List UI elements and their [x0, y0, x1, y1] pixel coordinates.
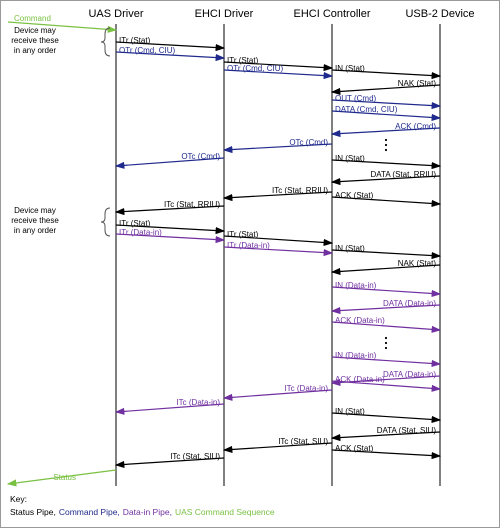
message-label: OUT (Cmd): [335, 94, 377, 103]
message-arrow: [115, 233, 226, 244]
message-arrow: [114, 157, 225, 169]
message-arrow: [331, 99, 442, 110]
message-arrow: [7, 21, 118, 33]
message-arrow: [115, 224, 226, 235]
message-label: DATA (Data-in): [383, 370, 436, 379]
message-arrow: [331, 380, 442, 392]
message-label: ITr (Stat): [227, 56, 259, 65]
message-arrow: [331, 69, 442, 80]
message-arrow: [331, 196, 442, 208]
message-arrow: [330, 264, 441, 276]
message-label: ITr (Data-in): [119, 228, 162, 237]
message-label: IN (Data-in): [335, 351, 377, 360]
message-arrow: [331, 356, 442, 368]
brace: [100, 27, 111, 57]
message-label: IN (Stat): [335, 244, 365, 253]
note-text: Device may: [14, 206, 56, 215]
message-arrow: [331, 449, 442, 460]
message-arrow: [114, 205, 225, 216]
message-label: IN (Stat): [335, 407, 365, 416]
message-label: ITc (Stat, SIU): [170, 452, 220, 461]
lifeline-title: UAS Driver: [88, 8, 143, 20]
continuation-dot: [384, 346, 388, 350]
message-arrow: [223, 246, 334, 257]
message-arrow: [331, 249, 442, 260]
message-label: DATA (Stat, RRIU): [371, 170, 437, 179]
message-label: OTr (Cmd, CIU): [119, 46, 175, 55]
continuation-dot: [384, 148, 388, 152]
continuation-dot: [384, 143, 388, 147]
continuation-dot: [384, 336, 388, 340]
message-label: DATA (Data-in): [383, 299, 436, 308]
message-arrow: [330, 304, 441, 315]
message-label: ITc (Stat, RRIU): [272, 186, 328, 195]
message-label: DATA (Stat, SIU): [377, 426, 437, 435]
message-arrow: [331, 321, 442, 333]
note-text: in any order: [14, 226, 57, 235]
message-label: ACK (Data-in): [335, 375, 385, 384]
message-arrow: [115, 51, 226, 62]
message-arrow: [330, 431, 441, 442]
note-text: in any order: [14, 46, 57, 55]
continuation-dot: [384, 138, 388, 142]
message-arrow: [223, 61, 334, 72]
message-arrow: [223, 69, 334, 80]
message-arrow: [223, 235, 334, 247]
message-arrow: [331, 159, 442, 170]
message-arrow: [330, 175, 441, 186]
key-item: Status Pipe,: [10, 507, 56, 517]
note-text: receive these: [11, 216, 59, 225]
message-label: ITc (Stat, RRIU): [164, 200, 220, 209]
lifeline-title: USB-2 Device: [405, 8, 474, 20]
message-arrow: [330, 127, 441, 138]
lifeline-title: EHCI Controller: [293, 8, 370, 20]
message-arrow: [222, 143, 333, 154]
message-label: IN (Stat): [335, 154, 365, 163]
message-arrow: [114, 403, 225, 415]
message-label: IN (Stat): [335, 64, 365, 73]
brace: [100, 207, 111, 237]
message-arrow: [331, 110, 442, 122]
message-label: Command: [14, 14, 51, 23]
message-label: NAK (Stat): [398, 79, 437, 88]
message-arrow: [222, 442, 333, 454]
message-arrow: [115, 41, 226, 52]
message-arrow: [330, 84, 441, 96]
message-label: ITr (Data-in): [227, 241, 270, 250]
message-label: ACK (Data-in): [335, 316, 385, 325]
lifeline-title: EHCI Driver: [195, 8, 254, 20]
message-label: IN (Data-in): [335, 281, 377, 290]
note-text: Device may: [14, 26, 56, 35]
key-line: Status Pipe, Command Pipe, Data-in Pipe, UA…: [10, 507, 275, 517]
message-label: Status: [53, 473, 76, 482]
message-label: ITr (Stat): [119, 219, 151, 228]
message-label: NAK (Stat): [398, 259, 437, 268]
message-label: OTc (Cmd): [289, 138, 328, 147]
message-label: ACK (Stat): [335, 191, 374, 200]
message-arrow: [6, 469, 117, 487]
message-label: ACK (Stat): [335, 444, 374, 453]
message-arrow: [222, 389, 333, 401]
key-item: Command Pipe,: [59, 507, 120, 517]
message-label: OTc (Cmd): [181, 152, 220, 161]
message-arrow: [114, 457, 225, 469]
message-arrow: [222, 191, 333, 202]
message-label: ITc (Data-in): [284, 384, 328, 393]
message-label: ITc (Data-in): [176, 398, 220, 407]
message-label: DATA (Cmd, CIU): [335, 105, 398, 114]
note-text: receive these: [11, 36, 59, 45]
message-label: OTr (Cmd, CIU): [227, 64, 283, 73]
key-title: Key:: [10, 494, 27, 504]
message-label: ITr (Stat): [227, 230, 259, 239]
message-arrow: [331, 412, 442, 424]
message-arrow: [331, 286, 442, 298]
key-item: UAS Command Sequence: [175, 507, 275, 517]
message-label: ITr (Stat): [119, 36, 151, 45]
continuation-dot: [384, 341, 388, 345]
key-item: Data-in Pipe,: [123, 507, 172, 517]
message-label: ITc (Stat, SIU): [278, 437, 328, 446]
message-label: ACK (Cmd): [395, 122, 436, 131]
